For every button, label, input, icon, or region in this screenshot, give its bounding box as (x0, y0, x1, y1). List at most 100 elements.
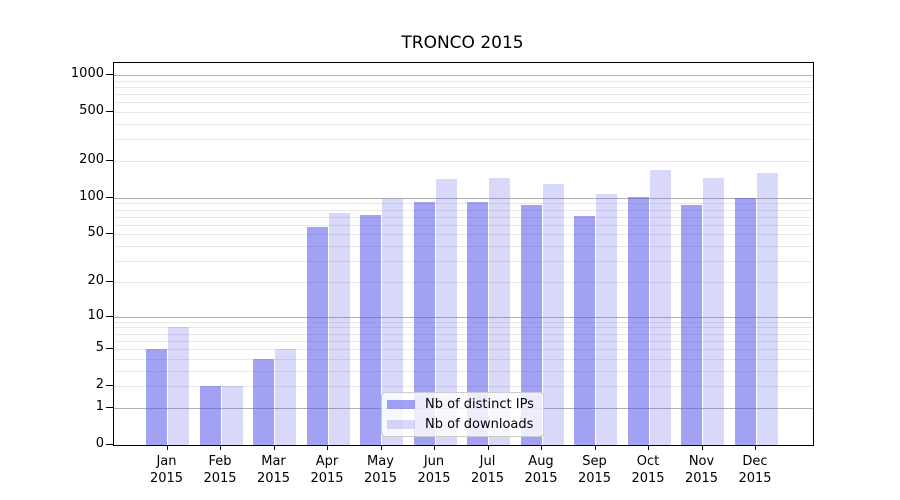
y-tick-mark (106, 385, 113, 387)
legend-label-distinct-ips: Nb of distinct IPs (425, 397, 534, 413)
gridline-minor (114, 386, 813, 388)
x-tick-label: Feb 2015 (188, 453, 252, 487)
y-tick-mark (106, 233, 113, 235)
x-tick-year: 2015 (203, 471, 237, 486)
gridline-minor (114, 246, 813, 248)
x-tick-mark (594, 445, 596, 450)
x-tick-mark (220, 445, 221, 450)
x-tick-year: 2015 (256, 471, 291, 486)
gridline-minor (114, 281, 813, 283)
bar-distinct-ips-sep (574, 215, 595, 445)
x-tick-year: 2015 (577, 471, 612, 486)
gridline-minor (114, 321, 813, 323)
x-tick-label: May 2015 (349, 453, 413, 487)
gridline-major (114, 316, 813, 318)
x-tick-mark (701, 445, 703, 450)
x-tick-month: Apr (315, 454, 339, 469)
y-tick-label: 2 (95, 377, 104, 393)
x-tick-year: 2015 (738, 471, 772, 486)
bar-distinct-ips-dec (734, 197, 756, 445)
gridline-minor (114, 224, 813, 226)
legend: Nb of distinct IPs Nb of downloads (381, 392, 544, 437)
bar-downloads-jul (489, 178, 510, 445)
x-tick-mark (380, 445, 382, 450)
x-tick-mark (166, 445, 168, 450)
bar-downloads-jun (435, 179, 457, 445)
x-tick-label: Apr 2015 (295, 453, 359, 487)
gridline-minor (114, 139, 813, 141)
y-tick-mark (106, 73, 113, 75)
y-tick-mark (106, 111, 113, 112)
chart-title: TRONCO 2015 (401, 33, 524, 53)
gridline-minor (114, 86, 813, 88)
y-tick-label: 1 (95, 398, 104, 414)
gridline-minor (114, 209, 813, 211)
legend-label-downloads: Nb of downloads (425, 416, 534, 432)
bar-downloads-jan (168, 327, 189, 445)
bar-distinct-ips-aug (520, 204, 542, 445)
x-tick-month: Nov (688, 454, 715, 469)
bar-distinct-ips-jan (146, 349, 167, 445)
bar-distinct-ips-apr (306, 226, 328, 445)
y-tick-mark (106, 159, 113, 161)
gridline-minor (114, 327, 813, 329)
x-tick-month: Jul (479, 454, 496, 469)
bar-distinct-ips-jun (413, 202, 435, 445)
bar-distinct-ips-mar (253, 358, 274, 445)
gridline-minor (114, 203, 813, 205)
gridline-minor (114, 370, 813, 372)
bar-layer (114, 63, 813, 445)
x-tick-label: Oct 2015 (616, 453, 680, 487)
bar-distinct-ips-nov (681, 204, 702, 445)
x-tick-month: Jun (423, 454, 445, 469)
x-tick-mark (487, 445, 489, 450)
x-tick-label: Aug 2015 (509, 453, 573, 487)
gridline-minor (114, 358, 813, 360)
legend-entry-downloads: Nb of downloads (387, 415, 537, 435)
x-tick-label: Mar 2015 (242, 453, 306, 487)
y-tick-mark (106, 280, 113, 282)
bar-downloads-aug (542, 184, 564, 445)
x-tick-year: 2015 (631, 471, 665, 486)
y-tick-label: 500 (79, 103, 104, 118)
y-tick-label: 5 (95, 340, 104, 355)
x-tick-year: 2015 (149, 471, 184, 486)
bar-distinct-ips-oct (627, 196, 649, 445)
gridline-minor (114, 333, 813, 335)
bar-downloads-nov (703, 178, 724, 445)
y-tick-label: 10 (87, 307, 104, 323)
x-tick-label: Jan 2015 (135, 453, 199, 487)
x-tick-label: Jun 2015 (402, 453, 466, 487)
bar-downloads-oct (649, 170, 671, 445)
gridline-major (114, 74, 813, 76)
gridline-minor (114, 216, 813, 218)
gridline-major (114, 197, 813, 199)
bar-downloads-may (382, 199, 403, 445)
gridline-minor (114, 102, 813, 104)
legend-entry-distinct-ips: Nb of distinct IPs (387, 395, 537, 415)
y-tick-label: 100 (79, 188, 104, 204)
gridline-minor (114, 80, 813, 82)
y-tick-mark (106, 348, 113, 349)
x-tick-month: Dec (742, 454, 768, 469)
bar-distinct-ips-feb (199, 386, 221, 445)
bar-downloads-feb (221, 386, 243, 445)
x-tick-month: Jan (156, 454, 177, 469)
x-tick-label: Jul 2015 (456, 453, 520, 487)
y-tick-label: 1000 (70, 65, 104, 81)
bar-distinct-ips-jul (467, 201, 488, 445)
legend-swatch-downloads-icon (387, 419, 415, 429)
gridline-minor (114, 234, 813, 236)
plot-area (113, 62, 814, 446)
gridline-minor (114, 349, 813, 350)
x-tick-month: Mar (261, 454, 286, 469)
gridline-minor (114, 340, 813, 342)
bar-distinct-ips-may (360, 215, 381, 445)
x-tick-month: Oct (636, 454, 660, 469)
bar-downloads-dec (756, 172, 778, 445)
x-tick-year: 2015 (684, 471, 719, 486)
legend-swatch-distinct-ips-icon (387, 400, 415, 410)
gridline-minor (114, 123, 813, 125)
x-tick-month: May (367, 454, 394, 469)
